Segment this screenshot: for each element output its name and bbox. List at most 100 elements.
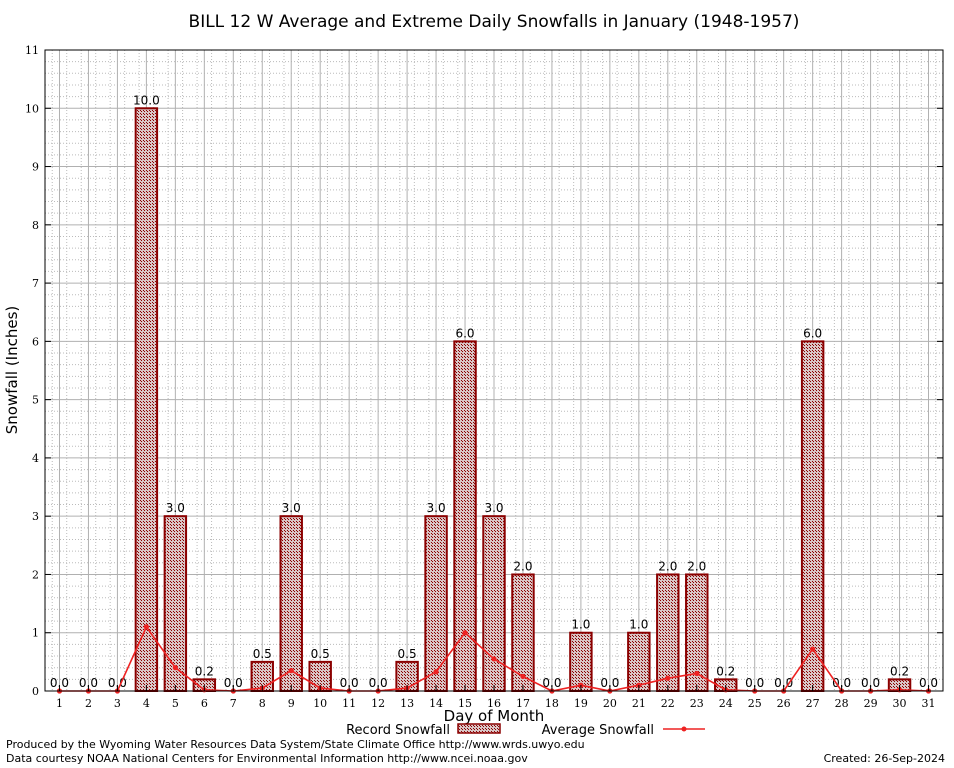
legend-record-swatch	[457, 723, 501, 734]
footer-created-date: Created: 26-Sep-2024	[824, 752, 945, 765]
x-tick-label: 14	[429, 697, 443, 710]
bar-value-label: 0.2	[890, 664, 909, 678]
x-tick-label: 18	[545, 697, 559, 710]
y-axis-label: Snowfall (Inches)	[3, 306, 21, 434]
x-tick-label: 11	[342, 697, 356, 710]
bar-value-label: 0.0	[774, 676, 793, 690]
y-tick-label: 2	[32, 568, 39, 581]
x-tick-label: 22	[661, 697, 675, 710]
y-tick-label: 6	[32, 335, 39, 348]
record-bar-day-17	[511, 573, 535, 692]
bar-value-label: 0.5	[253, 647, 272, 661]
x-tick-labels: 1 2 3 4 5 6 7 8 9 10 11 12 13 14 15 16 17 18 19 20 21 22 23 24 2…	[56, 685, 936, 710]
bar-value-label: 0.0	[600, 676, 619, 690]
bar-value-labels: 0.0 0.0 0.0 10.0 3.0 0.2 0.0 0.5 3.0 0.5 0.0 0.0 0.5…	[50, 93, 938, 690]
y-tick-label: 3	[32, 510, 39, 523]
x-tick-label: 5	[172, 697, 179, 710]
chart-title: BILL 12 W Average and Extreme Daily Snow…	[189, 12, 800, 32]
average-point-day-17	[520, 673, 526, 680]
bar-value-label: 0.5	[398, 647, 417, 661]
average-point-day-27	[810, 646, 816, 652]
x-tick-label: 25	[748, 697, 762, 710]
record-bar-day-21	[627, 631, 651, 693]
x-tick-label: 27	[806, 697, 820, 710]
bar-value-label: 0.2	[195, 664, 214, 678]
record-bars	[134, 107, 912, 693]
bar-value-label: 3.0	[484, 501, 503, 515]
x-tick-label: 19	[574, 697, 588, 710]
y-tick-label: 4	[32, 452, 39, 465]
x-tick-label: 3	[114, 697, 121, 710]
bar-value-label: 2.0	[658, 559, 677, 573]
bar-value-label: 2.0	[513, 559, 532, 573]
x-tick-label: 23	[690, 697, 704, 710]
x-axis-label: Day of Month	[444, 707, 545, 725]
x-tick-label: 29	[864, 697, 878, 710]
bar-value-label: 6.0	[803, 326, 822, 340]
average-point-day-5	[172, 665, 178, 671]
plot-frame	[44, 49, 944, 692]
x-tick-label: 13	[400, 697, 414, 710]
legend-average-marker	[681, 726, 687, 732]
record-bar-day-9	[279, 515, 303, 692]
footer-producer: Produced by the Wyoming Water Resources …	[6, 738, 585, 751]
bar-value-label: 2.0	[687, 559, 706, 573]
bar-value-label: 10.0	[133, 93, 160, 107]
x-tick-label: 1	[56, 697, 63, 710]
bar-value-label: 6.0	[455, 326, 474, 340]
average-point-day-14	[433, 669, 439, 675]
y-tick-label: 0	[32, 685, 39, 698]
y-tick-label: 5	[32, 394, 39, 407]
x-tick-label: 16	[487, 697, 501, 710]
bar-value-label: 1.0	[571, 618, 590, 632]
bar-value-label: 0.0	[79, 676, 98, 690]
x-tick-label: 24	[719, 697, 733, 710]
bar-value-label: 0.0	[745, 676, 764, 690]
record-bar-day-16	[482, 515, 506, 692]
legend: Record Snowfall Average Snowfall	[346, 723, 705, 738]
average-point-day-22	[665, 675, 671, 681]
record-bar-day-19	[569, 631, 593, 693]
bar-value-label: 0.5	[311, 647, 330, 661]
bar-value-label: 3.0	[282, 501, 301, 515]
x-tick-label: 17	[516, 697, 530, 710]
bar-value-label: 0.0	[832, 676, 851, 690]
bar-value-label: 0.0	[50, 676, 69, 690]
x-tick-label: 31	[922, 697, 936, 710]
legend-average-label: Average Snowfall	[542, 723, 654, 738]
x-tick-label: 21	[632, 697, 646, 710]
legend-record-label: Record Snowfall	[346, 723, 450, 738]
average-point-day-15	[462, 630, 468, 636]
y-tick-label: 1	[32, 627, 39, 640]
record-bar-day-22	[656, 573, 680, 692]
x-tick-label: 2	[85, 697, 92, 710]
x-tick-label: 26	[777, 697, 791, 710]
y-tick-label: 10	[25, 102, 39, 115]
x-tick-label: 28	[835, 697, 849, 710]
bar-value-label: 3.0	[427, 501, 446, 515]
bar-value-label: 0.0	[861, 676, 880, 690]
x-tick-label: 12	[371, 697, 385, 710]
footer-data-source: Data courtesy NOAA National Centers for …	[6, 752, 528, 765]
average-point-day-16	[491, 656, 497, 662]
y-tick-label: 7	[32, 277, 39, 290]
x-tick-label: 7	[230, 697, 237, 710]
x-tick-label: 20	[603, 697, 617, 710]
x-tick-label: 10	[313, 697, 327, 710]
x-tick-label: 4	[143, 697, 150, 710]
bar-value-label: 0.2	[716, 664, 735, 678]
average-point-day-9	[288, 668, 294, 674]
bar-value-label: 0.0	[224, 676, 243, 690]
bar-value-label: 0.0	[369, 676, 388, 690]
average-point-day-23	[694, 670, 700, 677]
bar-value-label: 1.0	[629, 618, 648, 632]
x-tick-label: 8	[259, 697, 266, 710]
x-tick-label: 30	[893, 697, 907, 710]
x-tick-label: 15	[458, 697, 472, 710]
bar-value-label: 3.0	[166, 501, 185, 515]
y-tick-label: 11	[25, 44, 39, 57]
x-tick-label: 6	[201, 697, 208, 710]
bar-value-label: 0.0	[340, 676, 359, 690]
record-bar-day-27	[800, 340, 825, 692]
